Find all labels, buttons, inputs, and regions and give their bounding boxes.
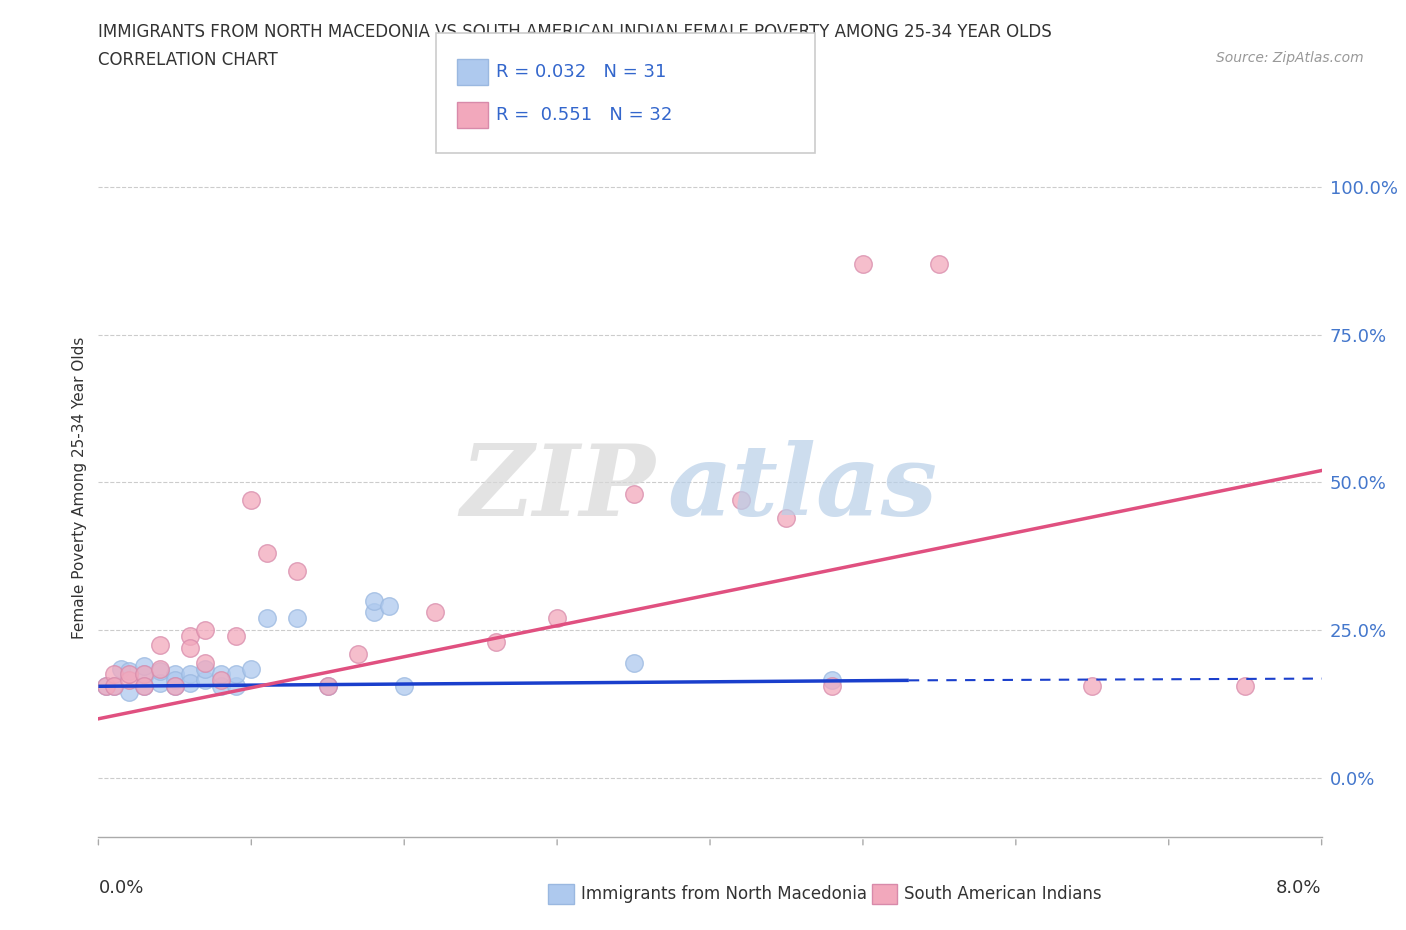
Point [347, 646, 370, 661]
Point [118, 673, 141, 688]
Point [546, 611, 568, 626]
Point [623, 486, 645, 501]
Point [316, 679, 339, 694]
Text: Immigrants from North Macedonia: Immigrants from North Macedonia [581, 884, 866, 903]
Point [928, 256, 950, 271]
Point [285, 611, 308, 626]
Point [256, 546, 278, 561]
Point [103, 667, 125, 682]
Point [316, 679, 339, 694]
Point [179, 641, 201, 656]
Point [179, 629, 201, 644]
Point [110, 661, 132, 676]
Point [363, 593, 385, 608]
Point [194, 673, 217, 688]
Text: ZIP: ZIP [460, 440, 655, 537]
Point [118, 684, 141, 699]
Point [852, 256, 875, 271]
Point [134, 679, 156, 694]
Point [485, 634, 508, 649]
Point [775, 511, 797, 525]
Point [378, 599, 401, 614]
Point [134, 667, 156, 682]
Point [194, 655, 217, 670]
Point [118, 667, 141, 682]
Text: IMMIGRANTS FROM NORTH MACEDONIA VS SOUTH AMERICAN INDIAN FEMALE POVERTY AMONG 25: IMMIGRANTS FROM NORTH MACEDONIA VS SOUTH… [98, 23, 1052, 41]
Point [1081, 679, 1104, 694]
Point [149, 664, 172, 679]
Point [118, 664, 141, 679]
Y-axis label: Female Poverty Among 25-34 Year Olds: Female Poverty Among 25-34 Year Olds [72, 337, 87, 640]
Point [163, 667, 186, 682]
Point [103, 679, 125, 694]
Point [94, 679, 117, 694]
Point [179, 667, 201, 682]
Text: R =  0.551   N = 32: R = 0.551 N = 32 [496, 106, 672, 125]
Text: South American Indians: South American Indians [904, 884, 1102, 903]
Point [149, 676, 172, 691]
Point [94, 679, 117, 694]
Point [240, 493, 263, 508]
Text: R = 0.032   N = 31: R = 0.032 N = 31 [496, 62, 666, 81]
Point [285, 564, 308, 578]
Point [134, 658, 156, 673]
Point [134, 679, 156, 694]
Point [423, 604, 446, 619]
Point [225, 667, 247, 682]
Text: atlas: atlas [668, 440, 938, 537]
Point [209, 667, 232, 682]
Point [623, 655, 645, 670]
Point [134, 667, 156, 682]
Point [363, 604, 385, 619]
Point [194, 623, 217, 638]
Point [1234, 679, 1257, 694]
Point [392, 679, 416, 694]
Point [163, 673, 186, 688]
Text: Source: ZipAtlas.com: Source: ZipAtlas.com [1216, 51, 1364, 65]
Text: CORRELATION CHART: CORRELATION CHART [98, 51, 278, 69]
Point [225, 629, 247, 644]
Point [103, 679, 125, 694]
Point [209, 679, 232, 694]
Text: 8.0%: 8.0% [1277, 879, 1322, 897]
Point [163, 679, 186, 694]
Point [240, 661, 263, 676]
Point [179, 676, 201, 691]
Point [194, 661, 217, 676]
Point [163, 679, 186, 694]
Point [149, 637, 172, 652]
Point [209, 673, 232, 688]
Text: 0.0%: 0.0% [98, 879, 143, 897]
Point [149, 661, 172, 676]
Point [730, 493, 752, 508]
Point [225, 679, 247, 694]
Point [821, 673, 844, 688]
Point [821, 679, 844, 694]
Point [256, 611, 278, 626]
